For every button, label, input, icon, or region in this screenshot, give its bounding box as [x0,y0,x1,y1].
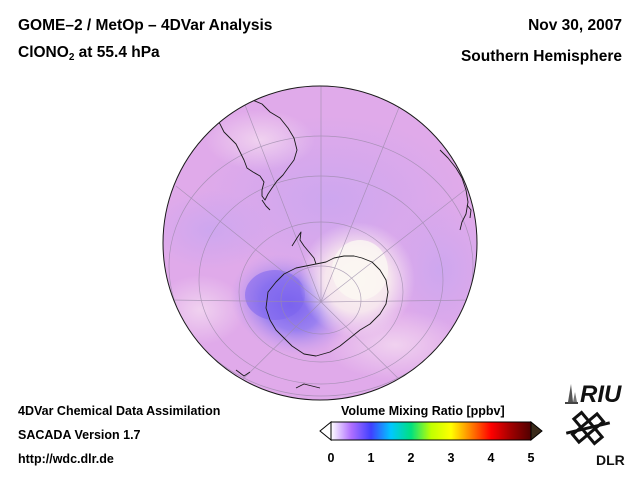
colorbar-bar [330,421,532,441]
meridian-7 [320,301,413,393]
colorbar-tick-2: 2 [407,451,415,465]
species-name: ClONO [18,44,69,61]
dlr-emblem-body [571,410,605,446]
colorbar-tick-4: 4 [487,451,495,465]
colorbar-title: Volume Mixing Ratio [ppbv] [341,404,505,418]
coastlines [211,98,472,389]
graticule [168,86,475,397]
dlr-logo-emblem [565,410,611,446]
riu-logo: RIU [565,381,622,408]
globe-outline [162,85,478,401]
field-layer [163,86,477,400]
new-zealand-coast [235,369,251,377]
meridian-2 [175,185,322,303]
footer-line-1: 4DVar Chemical Data Assimilation [18,404,221,418]
low-value-core [245,270,305,320]
footer-line-2: SACADA Version 1.7 [18,428,141,442]
riu-logo-base [565,402,578,404]
colorbar-tick-0: 0 [327,451,335,465]
meridian-8 [244,104,322,303]
antarctica-coast [265,255,389,357]
colorbar-low-arrow [319,420,332,442]
dlr-emblem-wing [570,411,606,445]
high-value-core [332,240,388,300]
title-line-1: GOME–2 / MetOp – 4DVar Analysis [18,17,273,34]
colorbar-tick-3: 3 [447,451,455,465]
dlr-logo: DLR [565,410,625,468]
colorbar [319,420,543,442]
riu-logo-text: RIU [580,381,622,408]
meridian-5 [320,299,475,303]
meridian-9 [320,104,401,303]
meridian-4 [169,299,322,303]
pressure-level: at 55.4 hPa [74,44,160,61]
madagascar-coast [466,204,472,219]
title-line-2: ClONO2 at 55.4 hPa [18,44,160,63]
purple-patch-west [163,190,270,270]
meridian-3 [320,185,471,303]
region-label: Southern Hemisphere [460,48,622,65]
colorbar-tick-1: 1 [367,451,375,465]
pink-patch-north [205,110,315,170]
date-label: Nov 30, 2007 [528,17,622,34]
south-america-coast [211,98,298,201]
dlr-emblem-stroke [565,421,611,435]
species-subscript: 2 [68,52,75,63]
colorbar-tick-5: 5 [527,451,535,465]
footer-link[interactable]: http://wdc.dlr.de [18,452,114,466]
tierra-del-fuego [261,199,271,211]
africa-coast [439,149,469,231]
meridian-6 [229,301,322,393]
australia-coast [295,383,321,389]
dlr-logo-text: DLR [596,452,625,468]
riu-logo-spire-1 [568,384,573,402]
antarctic-peninsula [291,231,317,265]
colorbar-high-arrow [530,420,543,442]
riu-logo-spire-2 [573,392,577,402]
